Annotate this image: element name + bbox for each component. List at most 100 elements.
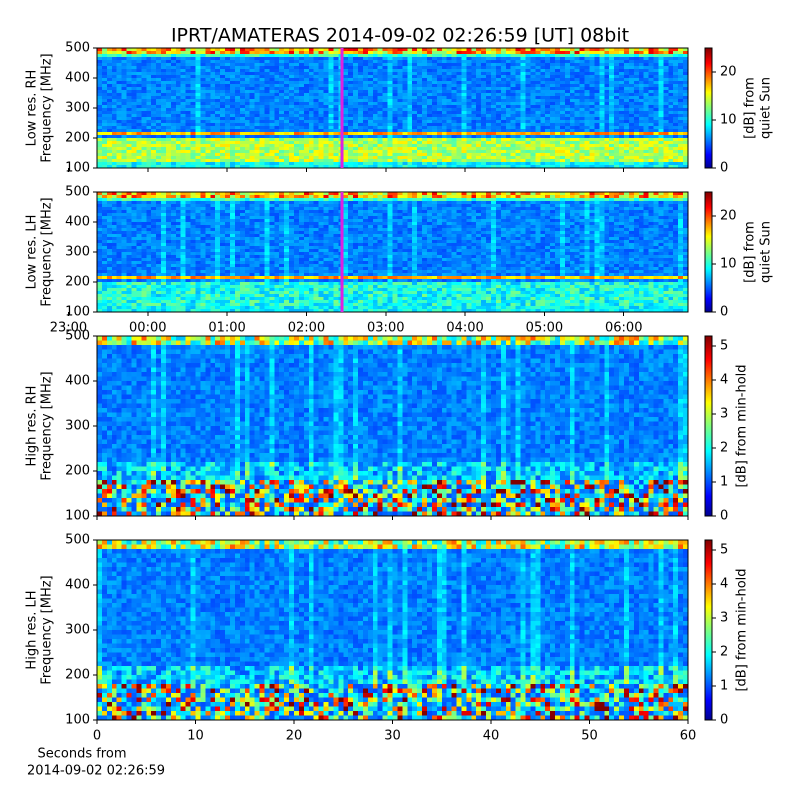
- heatmap-cell: [638, 129, 645, 133]
- heatmap-cell: [269, 123, 275, 127]
- heatmap-cell: [653, 132, 660, 136]
- heatmap-cell: [564, 117, 571, 121]
- heatmap-cell: [244, 75, 251, 79]
- heatmap-cell: [431, 81, 438, 85]
- heatmap-cell: [668, 51, 674, 55]
- heatmap-cell: [328, 75, 334, 79]
- heatmap-cell: [505, 87, 512, 91]
- heatmap-cell: [121, 144, 128, 148]
- heatmap-cell: [673, 135, 679, 139]
- heatmap-cell: [156, 87, 162, 91]
- heatmap-cell: [210, 120, 216, 124]
- heatmap-cell: [604, 111, 610, 115]
- heatmap-cell: [392, 54, 399, 58]
- heatmap-cell: [195, 102, 202, 106]
- heatmap-cell: [515, 120, 522, 124]
- heatmap-cell: [520, 60, 527, 64]
- heatmap-cell: [402, 63, 408, 67]
- heatmap-cell: [372, 120, 379, 124]
- heatmap-cell: [579, 114, 586, 118]
- heatmap-cell: [471, 78, 477, 82]
- heatmap-cell: [264, 57, 270, 61]
- heatmap-cell: [126, 69, 133, 73]
- heatmap-cell: [121, 150, 128, 154]
- heatmap-cell: [500, 129, 507, 133]
- heatmap-cell: [614, 147, 620, 151]
- heatmap-cell: [653, 135, 660, 139]
- heatmap-cell: [377, 96, 384, 100]
- heatmap-cell: [609, 132, 615, 136]
- heatmap-cell: [466, 141, 472, 145]
- heatmap-cell: [358, 90, 364, 94]
- heatmap-cell: [333, 123, 339, 127]
- heatmap-cell: [239, 96, 246, 100]
- heatmap-cell: [466, 153, 472, 157]
- heatmap-cell: [422, 147, 428, 151]
- heatmap-cell: [151, 63, 157, 67]
- heatmap-cell: [303, 129, 310, 133]
- heatmap-cell: [244, 69, 251, 73]
- heatmap-cell: [574, 93, 581, 97]
- heatmap-cell: [673, 102, 679, 106]
- heatmap-cell: [244, 78, 251, 82]
- heatmap-cell: [382, 126, 389, 130]
- heatmap-cell: [569, 87, 576, 91]
- heatmap-cell: [367, 156, 374, 160]
- heatmap-cell: [343, 72, 349, 76]
- heatmap-cell: [308, 153, 315, 157]
- heatmap-cell: [505, 66, 512, 70]
- heatmap-cell: [200, 60, 206, 64]
- heatmap-cell: [348, 90, 354, 94]
- heatmap-cell: [387, 63, 394, 67]
- heatmap-cell: [456, 153, 463, 157]
- heatmap-cell: [274, 102, 280, 106]
- heatmap-cell: [495, 150, 502, 154]
- heatmap-cell: [161, 96, 167, 100]
- heatmap-cell: [638, 105, 645, 109]
- heatmap-cell: [500, 96, 507, 100]
- heatmap-cell: [397, 102, 403, 106]
- heatmap-cell: [106, 72, 113, 76]
- heatmap-cell: [161, 72, 167, 76]
- heatmap-cell: [500, 72, 507, 76]
- heatmap-cell: [308, 63, 315, 67]
- heatmap-cell: [333, 135, 339, 139]
- heatmap-cell: [121, 120, 128, 124]
- heatmap-cell: [648, 105, 655, 109]
- heatmap-cell: [481, 129, 487, 133]
- heatmap-cell: [190, 141, 197, 145]
- heatmap-cell: [225, 84, 231, 88]
- heatmap-cell: [362, 69, 369, 73]
- heatmap-cell: [97, 60, 103, 64]
- heatmap-cell: [633, 129, 640, 133]
- heatmap-cell: [377, 66, 384, 70]
- heatmap-cell: [402, 141, 408, 145]
- heatmap-cell: [402, 99, 408, 103]
- heatmap-cell: [550, 96, 556, 100]
- heatmap-cell: [653, 48, 660, 52]
- heatmap-cell: [495, 78, 502, 82]
- heatmap-cell: [358, 150, 364, 154]
- heatmap-cell: [358, 117, 364, 121]
- heatmap-cell: [500, 69, 507, 73]
- heatmap-cell: [431, 54, 438, 58]
- heatmap-cell: [190, 87, 197, 91]
- heatmap-cell: [633, 120, 640, 124]
- heatmap-cell: [500, 114, 507, 118]
- heatmap-cell: [407, 126, 413, 130]
- heatmap-cell: [161, 138, 167, 142]
- heatmap-cell: [210, 150, 216, 154]
- heatmap-cell: [466, 54, 472, 58]
- heatmap-cell: [210, 123, 216, 127]
- heatmap-cell: [205, 147, 211, 151]
- heatmap-cell: [190, 147, 197, 151]
- heatmap-cell: [328, 57, 334, 61]
- heatmap-cell: [234, 102, 241, 106]
- heatmap-cell: [348, 111, 354, 115]
- heatmap-cell: [638, 93, 645, 97]
- heatmap-cell: [358, 96, 364, 100]
- heatmap-cell: [264, 105, 270, 109]
- heatmap-cell: [313, 63, 320, 67]
- heatmap-cell: [520, 90, 527, 94]
- heatmap-cell: [298, 66, 305, 70]
